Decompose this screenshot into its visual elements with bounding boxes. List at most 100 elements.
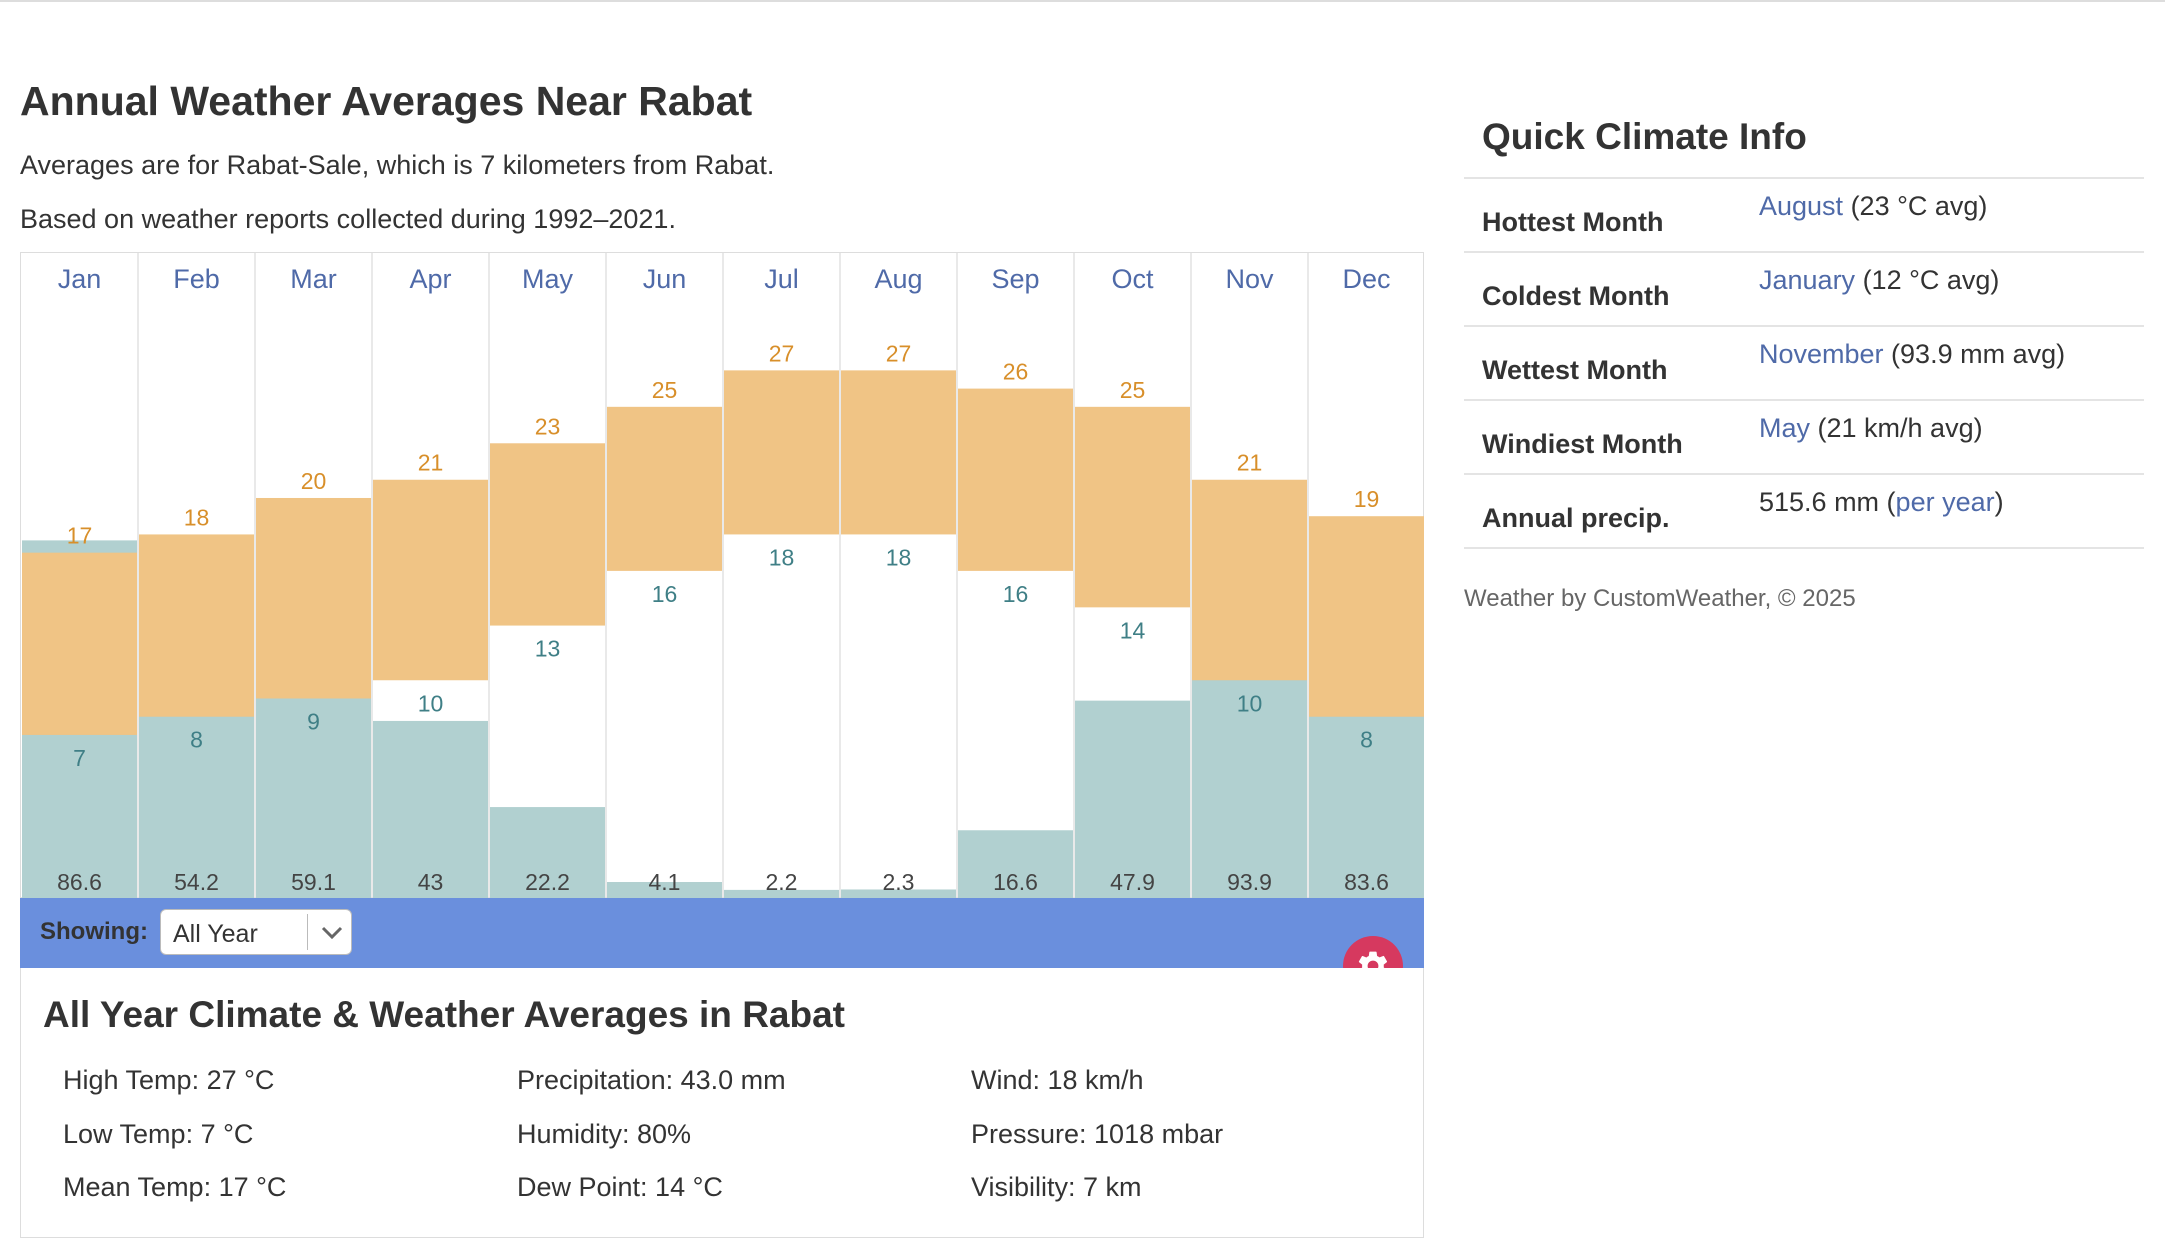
- period-select-value: All Year: [173, 920, 258, 948]
- month-label: Apr: [409, 264, 451, 294]
- month-label: Oct: [1111, 264, 1154, 294]
- temp-range-bar: [373, 479, 488, 681]
- low-temp-label: 8: [190, 727, 203, 753]
- period-note: Based on weather reports collected durin…: [20, 204, 676, 234]
- precip-label: 22.2: [525, 869, 570, 895]
- chevron-down-icon: [321, 926, 343, 940]
- high-temp-label: 17: [67, 523, 93, 549]
- showing-bar: Showing: All Year: [20, 898, 1424, 968]
- stat-low-temp: Low Temp: 7 °C: [63, 1119, 254, 1149]
- precip-label: 2.3: [883, 869, 915, 895]
- windiest-month-link[interactable]: May: [1759, 413, 1811, 443]
- temp-range-bar: [22, 552, 137, 735]
- month-label: Jul: [764, 264, 799, 294]
- climate-chart: Jan 17 7 86.6 Feb 18 8 54.2 Mar 20 9 59.1 Apr 21 10 43 M…: [20, 252, 1424, 899]
- row-value: 515.6 mm (per year): [1759, 487, 2004, 518]
- precip-label: 47.9: [1110, 869, 1155, 895]
- weather-credit: Weather by CustomWeather, © 2025: [1464, 585, 1856, 612]
- quick-climate-row: Wettest Month November (93.9 mm avg): [1464, 325, 2144, 399]
- precip-label: 83.6: [1344, 869, 1389, 895]
- temp-range-bar: [139, 534, 254, 717]
- row-value-detail: (21 km/h avg): [1810, 413, 1983, 443]
- row-label: Coldest Month: [1482, 281, 1670, 311]
- low-temp-label: 16: [1003, 581, 1029, 607]
- month-label: Sep: [991, 264, 1039, 294]
- precip-bar: [958, 830, 1073, 899]
- quick-climate-row: Windiest Month May (21 km/h avg): [1464, 399, 2144, 473]
- station-note: Averages are for Rabat-Sale, which is 7 …: [20, 150, 775, 180]
- temp-range-bar: [1192, 479, 1307, 681]
- precip-label: 54.2: [174, 869, 219, 895]
- stat-dew-point: Dew Point: 14 °C: [517, 1172, 723, 1202]
- quick-climate-table: Hottest Month August (23 °C avg) Coldest…: [1464, 177, 2144, 549]
- stat-high-temp: High Temp: 27 °C: [63, 1065, 275, 1095]
- row-value-detail: (93.9 mm avg): [1883, 339, 2066, 369]
- temp-range-bar: [490, 443, 605, 626]
- precip-bar: [1075, 700, 1190, 899]
- precip-bar: [724, 889, 839, 899]
- stat-precipitation: Precipitation: 43.0 mm: [517, 1065, 786, 1095]
- precip-label: 16.6: [993, 869, 1038, 895]
- per-year-link[interactable]: per year: [1895, 487, 1995, 517]
- summary-heading: All Year Climate & Weather Averages in R…: [43, 994, 845, 1035]
- coldest-month-link[interactable]: January: [1759, 265, 1856, 295]
- low-temp-label: 10: [1237, 690, 1263, 716]
- high-temp-label: 19: [1354, 486, 1380, 512]
- precip-bar: [490, 807, 605, 899]
- temp-range-bar: [841, 370, 956, 535]
- precip-label: 4.1: [649, 869, 681, 895]
- high-temp-label: 18: [184, 504, 210, 530]
- quick-climate-row: Coldest Month January (12 °C avg): [1464, 251, 2144, 325]
- month-label: Jun: [643, 264, 687, 294]
- wettest-month-link[interactable]: November: [1759, 339, 1884, 369]
- low-temp-label: 7: [73, 745, 86, 771]
- annual-precip-close: ): [1994, 487, 2004, 517]
- month-label: Nov: [1225, 264, 1274, 294]
- temp-range-bar: [256, 497, 371, 699]
- row-value: August (23 °C avg): [1759, 191, 1987, 222]
- hottest-month-link[interactable]: August: [1759, 191, 1844, 221]
- high-temp-label: 21: [1237, 450, 1263, 476]
- top-divider: [0, 0, 2165, 2]
- row-value-detail: (23 °C avg): [1843, 191, 1988, 221]
- temp-range-bar: [1309, 516, 1424, 717]
- period-select[interactable]: All Year: [160, 909, 352, 955]
- low-temp-label: 9: [307, 708, 320, 734]
- high-temp-label: 26: [1003, 359, 1029, 385]
- low-temp-label: 10: [418, 690, 444, 716]
- precip-label: 2.2: [766, 869, 798, 895]
- row-value: May (21 km/h avg): [1759, 413, 1983, 444]
- row-value: November (93.9 mm avg): [1759, 339, 2065, 370]
- precip-label: 59.1: [291, 869, 336, 895]
- summary-panel: All Year Climate & Weather Averages in R…: [20, 968, 1424, 1238]
- precip-label: 93.9: [1227, 869, 1272, 895]
- select-divider: [307, 914, 308, 950]
- high-temp-label: 23: [535, 413, 561, 439]
- low-temp-label: 18: [886, 544, 912, 570]
- high-temp-label: 25: [652, 377, 678, 403]
- high-temp-label: 27: [886, 340, 912, 366]
- quick-climate-row: Hottest Month August (23 °C avg): [1464, 177, 2144, 251]
- month-label: Feb: [173, 264, 220, 294]
- precip-bar: [607, 882, 722, 899]
- row-label: Annual precip.: [1482, 503, 1670, 533]
- precip-label: 43: [418, 869, 444, 895]
- month-label: Mar: [290, 264, 337, 294]
- high-temp-label: 21: [418, 450, 444, 476]
- low-temp-label: 14: [1120, 617, 1146, 643]
- high-temp-label: 20: [301, 468, 327, 494]
- temp-range-bar: [607, 406, 722, 571]
- quick-climate-title: Quick Climate Info: [1482, 116, 1807, 157]
- high-temp-label: 27: [769, 340, 795, 366]
- stat-wind: Wind: 18 km/h: [971, 1065, 1144, 1095]
- row-value: January (12 °C avg): [1759, 265, 1999, 296]
- climate-chart-svg: Jan 17 7 86.6 Feb 18 8 54.2 Mar 20 9 59.1 Apr 21 10 43 M…: [22, 253, 1424, 899]
- stat-mean-temp: Mean Temp: 17 °C: [63, 1172, 287, 1202]
- row-label: Windiest Month: [1482, 429, 1683, 459]
- quick-climate-row: Annual precip. 515.6 mm (per year): [1464, 473, 2144, 549]
- low-temp-label: 16: [652, 581, 678, 607]
- precip-label: 86.6: [57, 869, 102, 895]
- temp-range-bar: [958, 388, 1073, 571]
- stat-visibility: Visibility: 7 km: [971, 1172, 1142, 1202]
- temp-range-bar: [1075, 406, 1190, 608]
